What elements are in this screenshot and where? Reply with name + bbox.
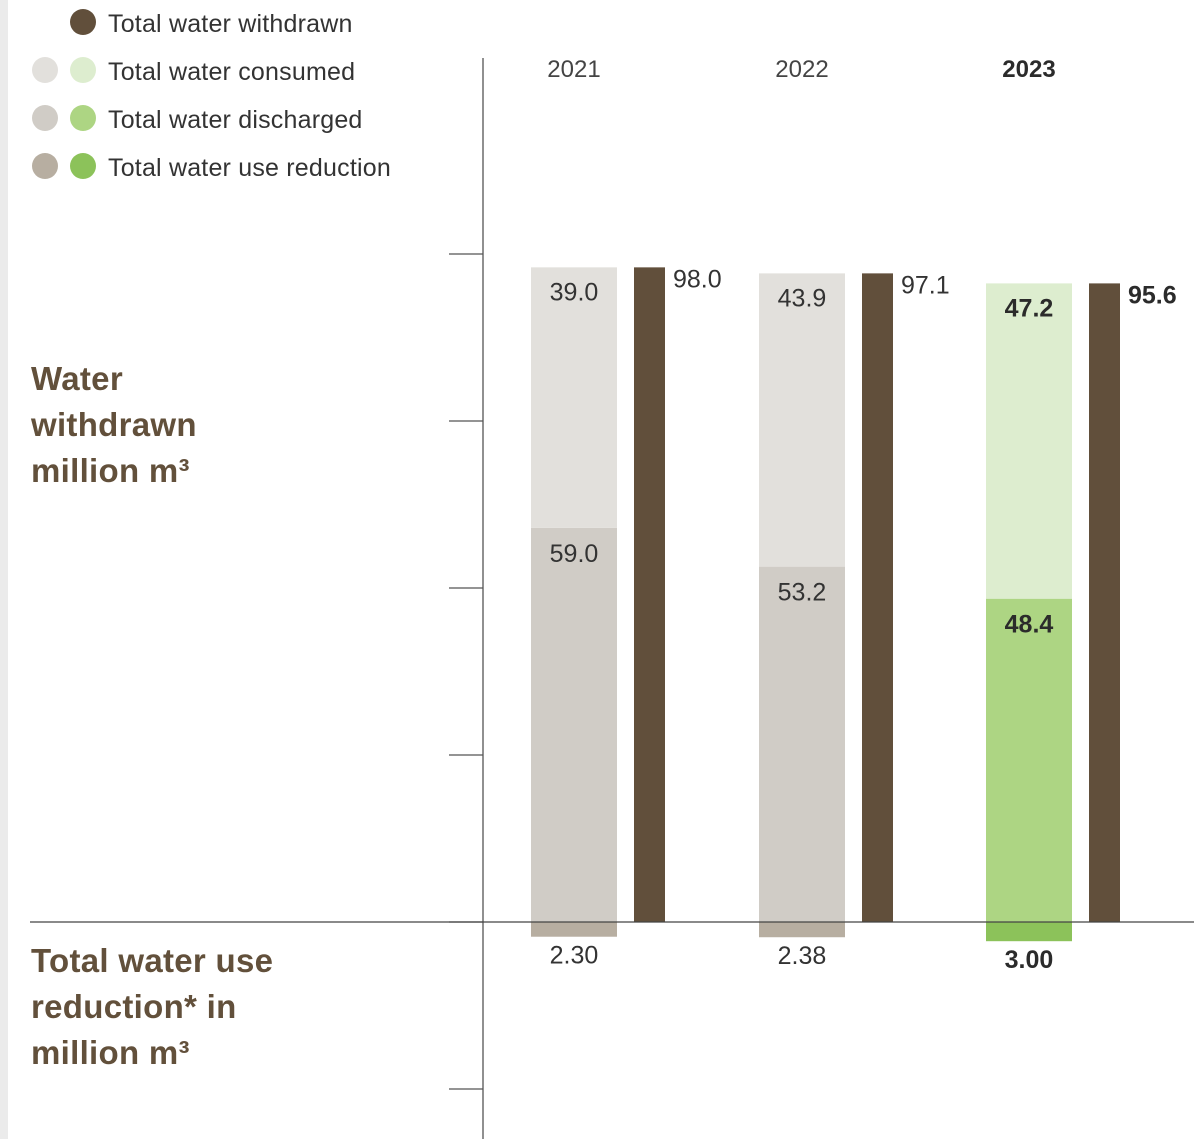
consumed-bar	[986, 283, 1072, 599]
consumed-green-swatch-icon	[70, 57, 96, 83]
discharged-value-label: 48.4	[1005, 611, 1054, 639]
discharged-bar	[759, 566, 845, 922]
discharged-green-swatch-icon	[70, 105, 96, 131]
withdrawn-value-label: 95.6	[1128, 281, 1177, 309]
reduction-bar	[986, 922, 1072, 942]
consumed-bar	[531, 267, 617, 528]
reduction-title-line: Total water use	[31, 942, 274, 979]
withdrawn-value-label: 97.1	[901, 271, 950, 299]
withdrawn-value-label: 98.0	[673, 265, 722, 293]
withdrawn-title-line: million m³	[31, 452, 190, 489]
reduction-axis-title: Total water use reduction* in million m³	[31, 938, 273, 1076]
withdrawn-bar	[1089, 283, 1120, 923]
consumed-value-label: 39.0	[550, 278, 599, 306]
reduction-bar	[759, 922, 845, 938]
discharged-value-label: 59.0	[550, 540, 599, 568]
reduction-grey-swatch-icon	[32, 153, 58, 179]
year-label: 2023	[1002, 56, 1055, 83]
legend-item-reduction: Total water use reduction	[30, 150, 490, 182]
reduction-title-line: reduction* in	[31, 988, 237, 1025]
reduction-green-swatch-icon	[70, 153, 96, 179]
withdrawn-axis-title: Water withdrawn million m³	[31, 356, 197, 494]
consumed-value-label: 43.9	[778, 284, 827, 312]
reduction-value-label: 2.30	[550, 942, 599, 970]
withdrawn-title-line: Water	[31, 360, 123, 397]
reduction-value-label: 3.00	[1005, 946, 1054, 974]
discharged-bar	[986, 598, 1072, 922]
reduction-bar	[531, 922, 617, 937]
consumed-grey-swatch-icon	[32, 57, 58, 83]
reduction-value-label: 2.38	[778, 942, 827, 970]
year-label: 2021	[547, 56, 600, 83]
withdrawn-title-line: withdrawn	[31, 406, 197, 443]
legend-label-discharged: Total water discharged	[108, 106, 363, 134]
consumed-bar	[759, 273, 845, 567]
consumed-value-label: 47.2	[1005, 294, 1054, 322]
legend-label-consumed: Total water consumed	[108, 58, 356, 86]
discharged-grey-swatch-icon	[32, 105, 58, 131]
withdrawn-bar	[634, 267, 665, 922]
year-label: 2022	[775, 56, 828, 83]
withdrawn-bar	[862, 273, 893, 922]
withdrawn-swatch-icon	[70, 9, 96, 35]
legend-item-discharged: Total water discharged	[30, 102, 490, 134]
legend-item-consumed: Total water consumed	[30, 54, 490, 86]
discharged-bar	[531, 527, 617, 922]
legend-label-withdrawn: Total water withdrawn	[108, 10, 353, 38]
discharged-value-label: 53.2	[778, 579, 827, 607]
legend-item-withdrawn: Total water withdrawn	[30, 6, 490, 38]
left-margin-strip	[0, 0, 8, 1139]
legend-label-reduction: Total water use reduction	[108, 154, 391, 182]
reduction-title-line: million m³	[31, 1034, 190, 1071]
